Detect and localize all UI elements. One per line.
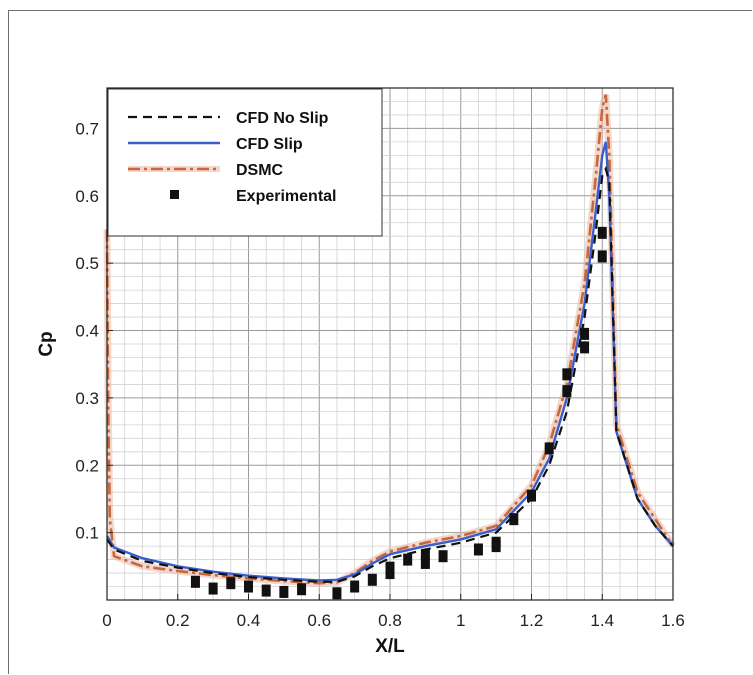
legend-label-experimental: Experimental <box>236 188 336 205</box>
series-line-cfd-slip <box>105 141 674 582</box>
y-tick-label: 0.3 <box>75 389 99 408</box>
data-point-experimental <box>597 250 607 263</box>
data-point-experimental <box>562 368 572 381</box>
data-point-experimental <box>580 327 590 340</box>
data-point-experimental <box>562 385 572 398</box>
data-point-experimental <box>491 540 501 553</box>
x-tick-label: 0.6 <box>307 611 331 630</box>
data-point-experimental <box>385 561 395 574</box>
data-point-experimental <box>208 582 218 595</box>
y-tick-label: 0.6 <box>75 187 99 206</box>
y-tick-label: 0.5 <box>75 254 99 273</box>
marker-layer <box>190 226 607 600</box>
legend: CFD No Slip CFD Slip DSMC Experimental <box>107 88 383 237</box>
data-point-experimental <box>544 442 554 455</box>
legend-label-cfd-no-slip: CFD No Slip <box>236 110 329 127</box>
data-point-experimental <box>597 226 607 239</box>
legend-label-dsmc: DSMC <box>236 162 284 179</box>
y-tick-label: 0.2 <box>75 456 99 475</box>
data-point-experimental <box>350 580 360 593</box>
x-tick-label: 0.2 <box>166 611 190 630</box>
data-point-experimental <box>403 553 413 566</box>
series-line-dsmc <box>105 94 675 585</box>
data-point-experimental <box>297 583 307 596</box>
data-point-experimental <box>527 489 536 502</box>
x-tick-label: 1.2 <box>520 611 544 630</box>
y-tick-label: 0.1 <box>75 524 99 543</box>
data-point-experimental <box>279 585 289 598</box>
legend-label-cfd-slip: CFD Slip <box>236 136 303 153</box>
data-point-experimental <box>438 550 448 563</box>
y-tick-label: 0.7 <box>75 119 99 138</box>
data-point-experimental <box>367 573 377 586</box>
data-point-experimental <box>473 543 483 556</box>
data-point-experimental <box>420 556 430 569</box>
x-tick-label: 0 <box>102 611 111 630</box>
x-tick-label: 1.4 <box>590 611 614 630</box>
legend-box <box>107 88 383 237</box>
x-tick-label: 1.6 <box>661 611 685 630</box>
data-point-experimental <box>420 548 430 561</box>
data-point-experimental <box>580 341 590 354</box>
x-axis-label: X/L <box>375 636 405 657</box>
data-point-experimental <box>244 580 253 593</box>
series-layer <box>103 93 676 587</box>
data-point-experimental <box>261 584 271 597</box>
series-line-cfd-no-slip <box>106 165 674 583</box>
data-point-experimental <box>226 577 236 590</box>
y-axis-label: Cp <box>36 331 57 356</box>
y-tick-label: 0.4 <box>75 322 99 341</box>
data-point-experimental <box>509 513 519 526</box>
data-point-experimental <box>332 587 342 600</box>
data-point-experimental <box>190 575 200 588</box>
x-tick-label: 1 <box>456 611 465 630</box>
x-tick-label: 0.4 <box>237 611 261 630</box>
legend-swatch-experimental <box>170 190 179 199</box>
x-tick-label: 0.8 <box>378 611 402 630</box>
